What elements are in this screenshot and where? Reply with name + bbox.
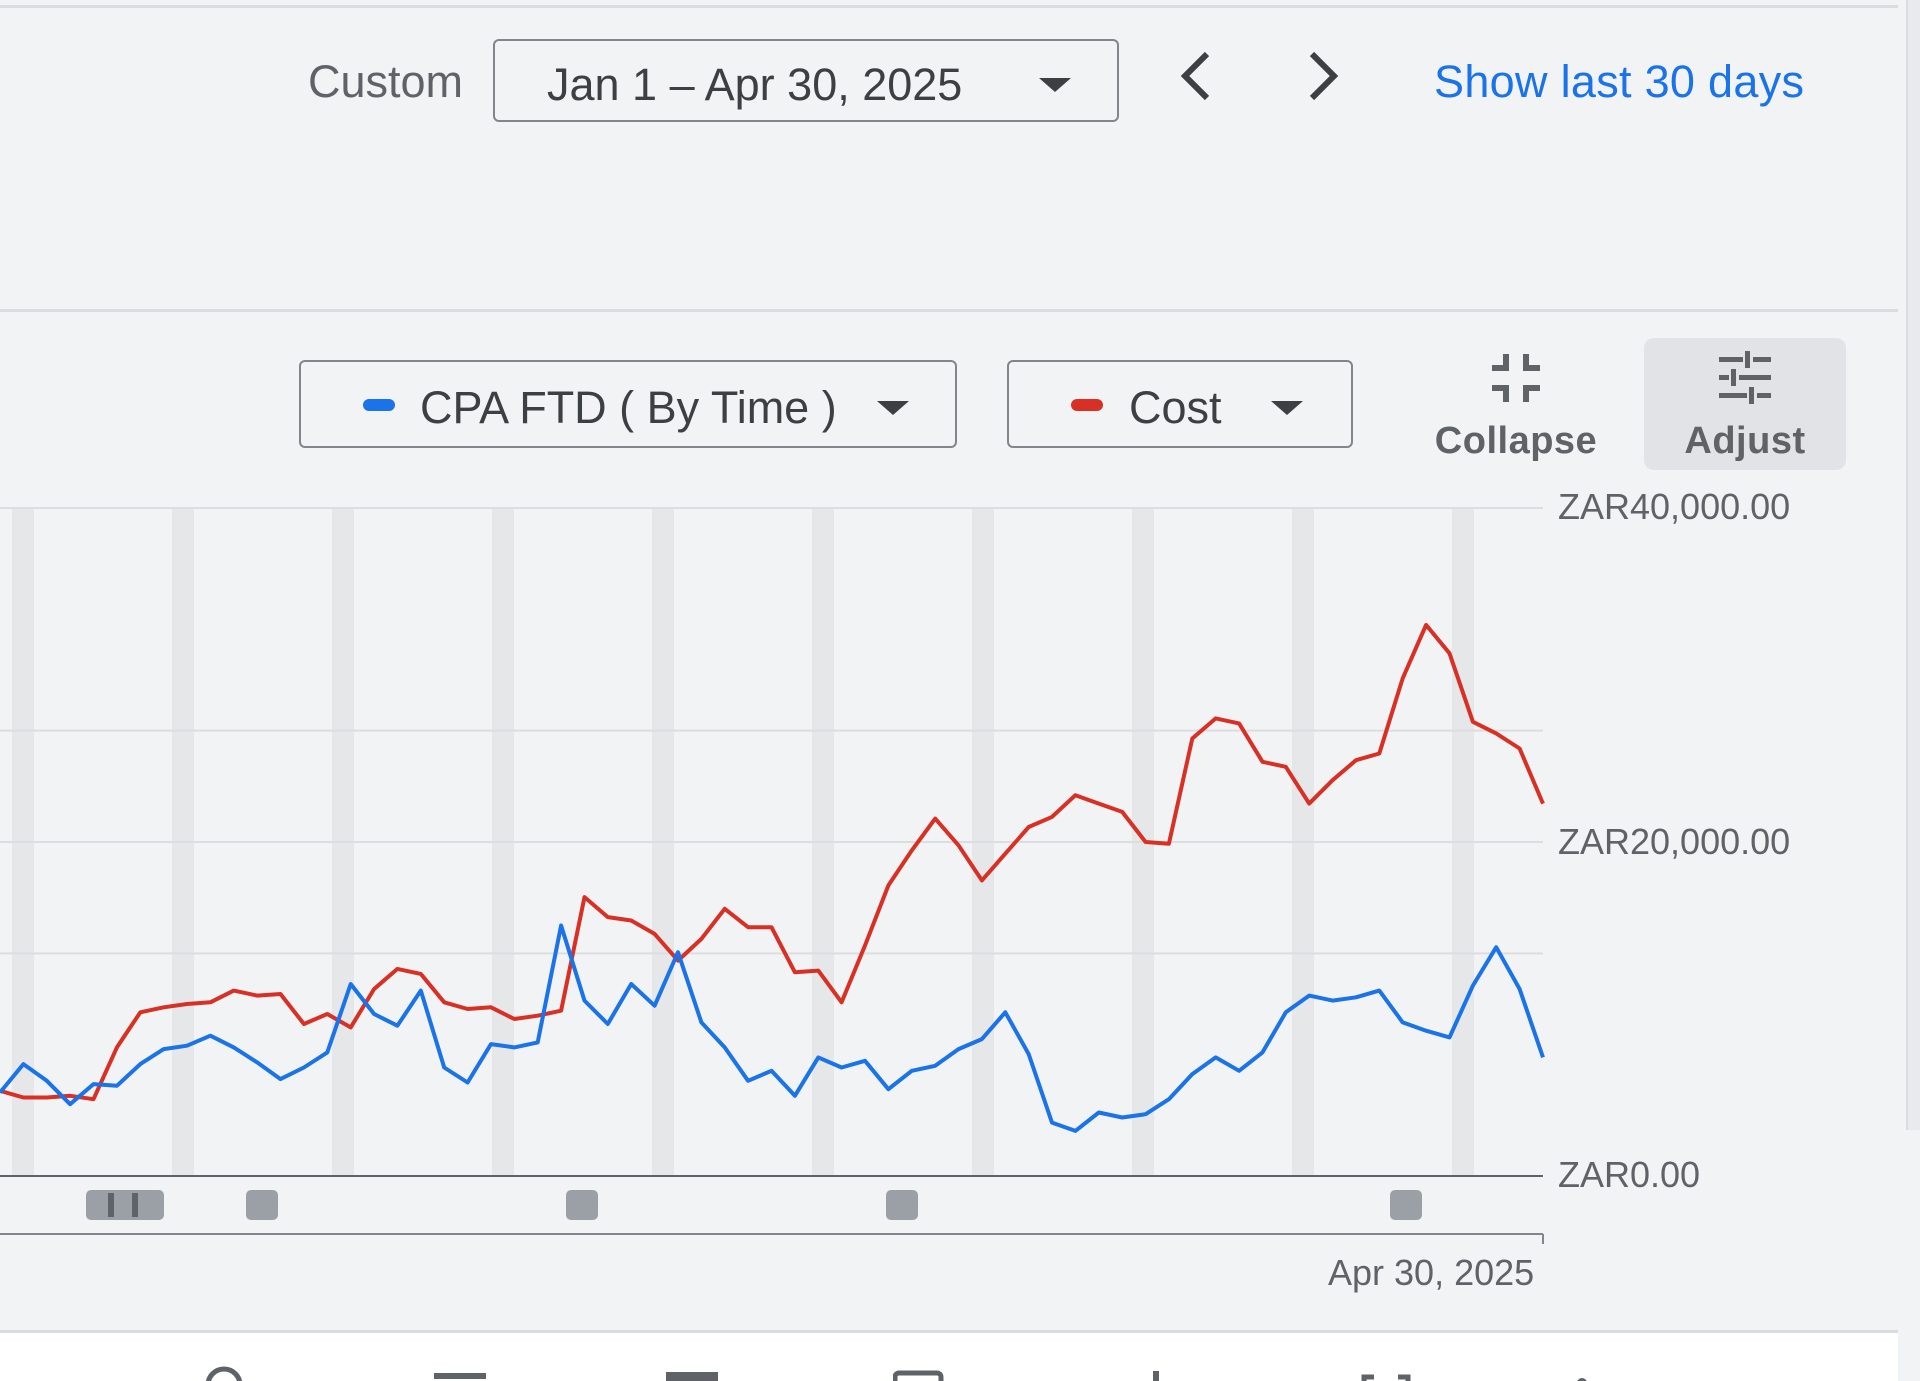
series-color-swatch	[1071, 399, 1103, 411]
tune-icon	[1719, 351, 1771, 404]
y-tick-label: ZAR20,000.00	[1558, 821, 1791, 862]
expand-icon[interactable]	[1360, 1363, 1412, 1381]
segment-icon[interactable]	[893, 1363, 945, 1381]
annotation-marker-divider	[108, 1193, 114, 1217]
date-range-toolbar: Custom Jan 1 – Apr 30, 2025 Show last 30…	[0, 30, 1898, 135]
dropdown-arrow-icon	[877, 401, 909, 415]
series-line-cost	[0, 622, 1545, 1102]
date-range-picker[interactable]: Jan 1 – Apr 30, 2025	[493, 39, 1119, 122]
date-range-value: Jan 1 – Apr 30, 2025	[547, 59, 963, 110]
annotation-marker	[86, 1190, 164, 1220]
top-divider	[0, 5, 1898, 8]
annotation-marker	[246, 1190, 278, 1220]
y-tick-label: ZAR0.00	[1558, 1154, 1701, 1195]
annotation-marker	[1390, 1190, 1422, 1220]
metric-label: Cost	[1129, 382, 1222, 433]
bottom-toolbar	[0, 1333, 1898, 1381]
show-last-30-days-link[interactable]: Show last 30 days	[1434, 56, 1805, 107]
performance-chart: ZAR40,000.00 ZAR20,000.00 ZAR0.00 Apr 30…	[0, 486, 1920, 1320]
annotation-marker	[886, 1190, 918, 1220]
more-options-icon[interactable]	[1556, 1363, 1608, 1381]
dropdown-arrow-icon	[1039, 78, 1071, 92]
section-divider	[0, 309, 1898, 312]
y-tick-label: ZAR40,000.00	[1558, 486, 1791, 527]
range-type-label: Custom	[308, 56, 464, 107]
metric-label: CPA FTD ( By Time )	[420, 382, 837, 433]
collapse-button[interactable]: Collapse	[1420, 338, 1612, 470]
adjust-button[interactable]: Adjust	[1644, 338, 1846, 470]
chart-canvas	[0, 507, 1545, 1244]
download-icon[interactable]	[1133, 1363, 1185, 1381]
chevron-left-icon	[1180, 51, 1210, 101]
metric-selector-cost[interactable]: Cost	[1007, 360, 1353, 448]
chevron-right-icon	[1309, 51, 1339, 101]
next-period-button[interactable]	[1290, 46, 1350, 106]
annotation-marker-divider	[132, 1193, 138, 1217]
search-icon[interactable]	[200, 1363, 252, 1381]
series-color-swatch	[363, 399, 395, 411]
dropdown-arrow-icon	[1271, 401, 1303, 415]
columns-icon[interactable]	[666, 1363, 718, 1381]
adjust-label: Adjust	[1684, 420, 1806, 462]
series-line-cpa-ftd	[0, 923, 1545, 1133]
annotation-marker	[566, 1190, 598, 1220]
metric-selector-cpa-ftd[interactable]: CPA FTD ( By Time )	[299, 360, 957, 448]
collapse-label: Collapse	[1434, 420, 1598, 462]
previous-period-button[interactable]	[1169, 46, 1229, 106]
x-axis-end-label: Apr 30, 2025	[1328, 1252, 1535, 1293]
page-scrollbar[interactable]	[1906, 0, 1920, 1130]
filter-icon[interactable]	[434, 1363, 486, 1381]
collapse-icon	[1492, 354, 1540, 402]
bottom-divider	[0, 1330, 1898, 1333]
